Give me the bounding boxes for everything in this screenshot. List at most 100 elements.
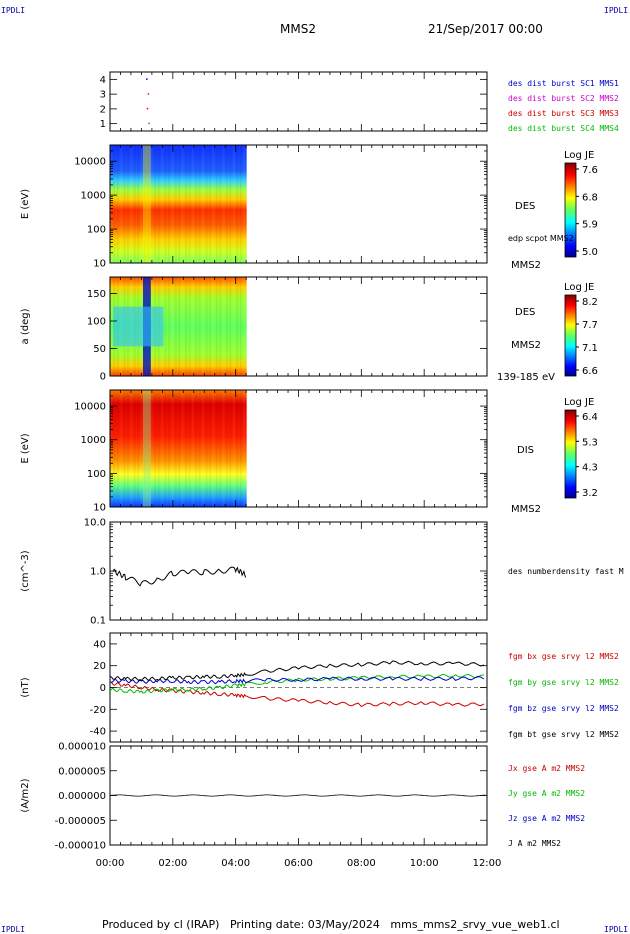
panel-frame-density [109,521,488,621]
y-axis-label: a (deg) [20,308,31,344]
y-tick-label: 10000 [74,402,106,413]
y-tick-label: 2 [100,104,106,115]
y-axis-label: E (eV) [20,433,31,463]
y-tick-label: -40 [90,727,106,738]
colorbar-tick-label: 7.6 [582,165,598,176]
y-tick-label: -20 [90,705,106,716]
series-bt [109,660,485,682]
legend-entry: fgm bt gse srvy l2 MMS2 [508,730,619,739]
panel-label: MMS2 [511,260,541,271]
x-tick-label: 04:00 [221,858,250,869]
corner-tag-bottom-right: IPDLI [604,925,629,934]
page-title: MMS2 [280,22,316,36]
legend-entry: J A m2 MMS2 [508,839,561,848]
colorbar-tick-label: 6.6 [582,366,598,377]
page-datetime: 21/Sep/2017 00:00 [428,22,543,36]
x-tick-label: 10:00 [410,858,439,869]
legend-entry: des dist burst SC3 MMS3 [508,109,619,118]
colorbar-tick-label: 5.3 [582,437,598,448]
corner-tag-top-right: IPDLI [604,6,629,15]
y-tick-label: 1 [100,119,106,130]
legend-entry: fgm bz gse srvy l2 MMS2 [508,704,619,713]
y-tick-label: 0.000000 [58,791,106,802]
colorbar-tick-label: 5.9 [582,220,598,231]
colorbar-tick-label: 6.4 [582,412,598,423]
y-tick-label: 1000 [81,191,106,202]
spectrogram-feature [113,306,164,347]
colorbar-tick-label: 5.0 [582,247,598,258]
spectrogram-feature [142,390,151,507]
y-tick-label: 40 [93,639,106,650]
colorbar [564,409,577,499]
spectrogram-feature [142,145,151,263]
y-tick-label: 1000 [81,435,106,446]
y-axis-label: E (eV) [20,189,31,219]
y-tick-label: 10 [93,503,106,514]
footer-text: Produced by cl (IRAP) Printing date: 03/… [102,918,560,931]
y-tick-label: 50 [93,344,106,355]
y-tick-label: 4 [100,75,106,86]
colorbar-tick-label: 3.2 [582,488,598,499]
legend-entry: fgm bx gse srvy l2 MMS2 [508,652,619,661]
panel-frame-burst [109,71,488,132]
colorbar-tick-label: 7.1 [582,343,598,354]
y-tick-label: 10.0 [84,518,106,529]
y-tick-label: 1.0 [90,567,106,578]
y-tick-label: 0 [100,372,106,383]
colorbar-tick-label: 4.3 [582,463,598,474]
legend-entry: des dist burst SC2 MMS2 [508,94,619,103]
spectrogram-des_energy [110,145,247,263]
burst-point [148,122,150,125]
series-bz [109,675,485,685]
panel-label: DES [515,201,535,212]
y-tick-label: 20 [93,661,106,672]
corner-tag-top-left: IPDLI [1,6,26,15]
legend-entry: Jx gse A m2 MMS2 [508,764,585,773]
legend-entry: Jy gse A m2 MMS2 [508,789,585,798]
corner-tag-bottom-left: IPDLI [1,925,26,934]
series-bx [109,681,485,708]
series-by [109,673,484,694]
x-tick-label: 08:00 [347,858,376,869]
colorbar-title: Log JE [564,150,594,161]
panel-label: MMS2 [511,504,541,515]
y-tick-label: 100 [87,317,106,328]
y-tick-label: -0.000005 [55,816,106,827]
y-tick-label: 0 [100,683,106,694]
y-tick-label: 0.000005 [58,766,106,777]
colorbar-title: Log JE [564,397,594,408]
y-axis-label: (nT) [20,677,31,697]
x-tick-label: 02:00 [158,858,187,869]
colorbar-tick-label: 6.8 [582,192,598,203]
legend-entry: des dist burst SC1 MMS1 [508,79,619,88]
panel-label: DIS [517,445,534,456]
legend-entry: Jz gse A m2 MMS2 [508,814,585,823]
legend-entry: des numberdensity fast M [508,567,624,576]
panel-label: MMS2 [511,340,541,351]
legend-entry: fgm by gse srvy l2 MMS2 [508,678,619,687]
x-tick-label: 00:00 [96,858,125,869]
panel-label: edp scpot MMS2 [508,234,574,243]
y-tick-label: 150 [87,289,106,300]
legend-entry: des dist burst SC4 MMS4 [508,124,619,133]
x-tick-label: 12:00 [473,858,502,869]
y-tick-label: 10000 [74,157,106,168]
series-current [109,794,486,797]
y-tick-label: 3 [100,90,106,101]
y-tick-label: 100 [87,225,106,236]
colorbar-title: Log JE [564,282,594,293]
colorbar [564,162,577,258]
panel-label: 139-185 eV [497,372,555,383]
y-tick-label: 10 [93,259,106,270]
colorbar [564,294,577,377]
y-axis-label: (cm^-3) [20,550,31,591]
colorbar-tick-label: 8.2 [582,297,598,308]
burst-point [147,93,150,95]
x-tick-label: 06:00 [284,858,313,869]
spectrogram-dis_energy [110,390,247,507]
y-tick-label: 0.1 [90,616,106,627]
series-density [112,566,247,587]
y-tick-label: -0.000010 [55,841,106,852]
colorbar-tick-label: 7.7 [582,320,598,331]
